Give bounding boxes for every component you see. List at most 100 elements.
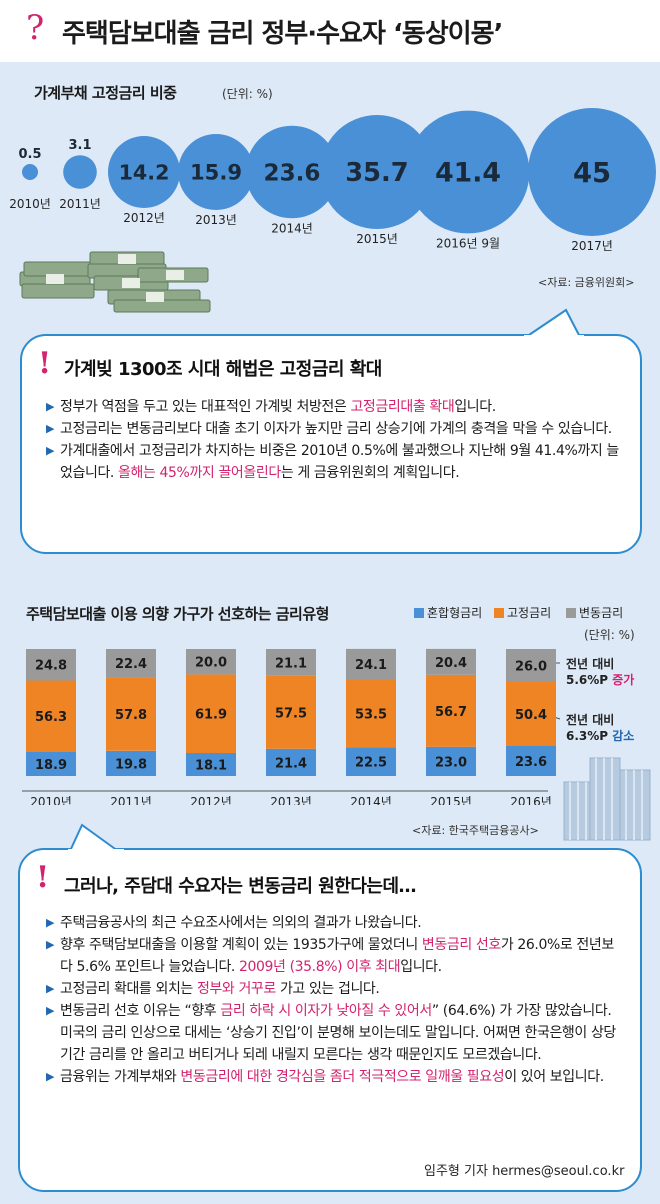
bubble-1 <box>63 155 97 189</box>
bar-segment <box>506 746 556 776</box>
note-variable-increase: 전년 대비 5.6%P 증가 <box>566 657 635 687</box>
bubble-value-label: 0.5 <box>18 147 41 162</box>
stacked-bar-chart: 18.9 56.3 24.8 2010년 19.8 57.8 22.4 2011년 18.1 61… <box>22 648 561 805</box>
bar-value-label: 50.4 <box>515 708 547 723</box>
bar-segment <box>346 747 396 776</box>
bar-segment <box>346 679 396 748</box>
bullet-icon: ▶ <box>46 422 55 435</box>
bar-segment <box>106 750 156 776</box>
bar-category-label: 2013년 <box>270 795 312 805</box>
callout-paragraph: ▶ 금융위는 가계부채와 변동금리에 대한 경각심을 좀더 적극적으로 일깨울 필… <box>46 1066 626 1088</box>
bubble-value-label: 14.2 <box>119 160 170 184</box>
bar-segment <box>506 649 556 682</box>
bar-category-label: 2016년 <box>510 795 552 805</box>
bubble-5 <box>320 115 434 229</box>
bar-segment <box>26 752 76 776</box>
money-stack-icon <box>19 251 211 313</box>
bullet-icon: ▶ <box>46 982 55 995</box>
bullet-icon: ▶ <box>46 400 55 413</box>
bar-value-label: 56.3 <box>35 710 67 725</box>
bubble-value-label: 15.9 <box>190 160 242 185</box>
stacked-chart-title: 주택담보대출 이용 의향 가구가 선호하는 금리유형 <box>26 605 329 623</box>
callout-tail <box>524 308 584 338</box>
callout-heading: 그러나, 주담대 수요자는 변동금리 원한다는데… <box>64 876 417 897</box>
exclamation-icon: ! <box>38 346 52 381</box>
bar-category-label: 2012년 <box>190 795 232 805</box>
bubble-0 <box>22 164 38 180</box>
callout-variable-rate <box>18 848 642 1192</box>
buildings-icon <box>563 757 651 841</box>
bar-value-label: 21.1 <box>275 656 307 671</box>
callout-heading: 가계빚 1300조 시대 해법은 고정금리 확대 <box>64 359 382 380</box>
callout-body: ▶ 주택금융공사의 최근 수요조사에서는 의외의 결과가 나왔습니다. ▶ 향후 주택… <box>46 912 626 1088</box>
exclamation-icon: ! <box>36 860 50 895</box>
bar-segment <box>106 649 156 678</box>
bar-value-label: 22.5 <box>355 756 387 771</box>
bubble-chart: 0.5 2010년 3.1 2011년 14.2 2012년 15.9 2013년 23.6 20… <box>9 108 656 253</box>
bar-segment <box>266 748 316 776</box>
stacked-chart-source: <자료: 한국주택금융공사> <box>412 824 539 837</box>
bubble-value-label: 45 <box>573 158 611 189</box>
bar-value-label: 22.4 <box>115 657 147 672</box>
bullet-icon: ▶ <box>46 1070 55 1083</box>
bar-segment <box>426 674 476 747</box>
bubble-2 <box>108 136 180 208</box>
callout-paragraph: ▶ 고정금리 확대를 외치는 정부와 거꾸로 가고 있는 겁니다. <box>46 978 626 1000</box>
bar-value-label: 56.7 <box>435 705 467 720</box>
legend-item-variable: 변동금리 <box>566 604 623 621</box>
bar-segment <box>266 675 316 749</box>
bar-segment <box>506 682 556 746</box>
bullet-icon: ▶ <box>46 444 55 457</box>
bubble-category-label: 2016년 9월 <box>436 236 500 250</box>
byline: 임주형 기자 hermes@seoul.co.kr <box>424 1164 625 1179</box>
bar-segment <box>426 648 476 675</box>
callout-tail <box>68 823 124 852</box>
bubble-6 <box>406 110 530 234</box>
bar-segment <box>346 648 396 680</box>
note-fixed-decrease: 전년 대비 6.3%P 감소 <box>566 713 635 743</box>
legend-item-mixed: 혼합형금리 <box>414 604 482 621</box>
bar-category-label: 2015년 <box>430 795 472 805</box>
bullet-icon: ▶ <box>46 938 55 951</box>
bar-value-label: 24.1 <box>355 658 387 673</box>
bubble-category-label: 2013년 <box>195 213 237 227</box>
bubble-category-label: 2015년 <box>356 232 398 246</box>
bubble-category-label: 2014년 <box>271 221 313 235</box>
callout-paragraph: ▶ 변동금리 선호 이유는 “향후 금리 하락 시 이자가 낮아질 수 있어서” … <box>46 1000 626 1066</box>
bar-value-label: 23.0 <box>435 755 467 770</box>
bullet-icon: ▶ <box>46 916 55 929</box>
question-mark-icon: ? <box>26 8 45 48</box>
bubble-3 <box>178 134 254 210</box>
bubble-category-label: 2010년 <box>9 197 51 211</box>
bar-value-label: 57.5 <box>275 706 307 721</box>
header: ? 주택담보대출 금리 정부·수요자 ‘동상이몽’ <box>0 0 660 62</box>
bar-segment <box>186 753 236 776</box>
bar-category-label: 2011년 <box>110 795 152 805</box>
stacked-chart-unit: (단위: %) <box>584 628 635 642</box>
legend-item-fixed: 고정금리 <box>494 604 551 621</box>
bubble-category-label: 2011년 <box>59 197 101 211</box>
bubble-value-label: 23.6 <box>264 160 321 186</box>
bubble-category-label: 2012년 <box>123 211 165 225</box>
bar-value-label: 26.0 <box>515 660 547 675</box>
bar-value-label: 19.8 <box>115 757 147 772</box>
callout-paragraph: ▶ 정부가 역점을 두고 있는 대표적인 가계빚 처방전은 고정금리대출 확대입니… <box>46 396 626 418</box>
bar-segment <box>26 680 76 752</box>
bubble-4 <box>245 125 339 219</box>
callout-body: ▶ 정부가 역점을 두고 있는 대표적인 가계빚 처방전은 고정금리대출 확대입니… <box>46 396 626 484</box>
bubble-category-label: 2017년 <box>571 239 613 253</box>
bar-value-label: 24.8 <box>35 659 67 674</box>
bar-category-label: 2014년 <box>350 795 392 805</box>
bubble-value-label: 35.7 <box>345 158 408 188</box>
callout-fixed-rate <box>20 334 642 554</box>
callout-paragraph: ▶ 가계대출에서 고정금리가 차지하는 비중은 2010년 0.5%에 불과했으나… <box>46 440 626 484</box>
bar-value-label: 23.6 <box>515 755 547 770</box>
bar-value-label: 18.1 <box>195 759 227 774</box>
bubble-chart-title: 가계부채 고정금리 비중 <box>34 84 177 102</box>
bar-segment <box>426 746 476 776</box>
bar-value-label: 18.9 <box>35 758 67 773</box>
bar-value-label: 20.0 <box>195 656 227 671</box>
page-title: 주택담보대출 금리 정부·수요자 ‘동상이몽’ <box>62 19 503 49</box>
bubble-chart-source: <자료: 금융위원회> <box>538 276 635 289</box>
callout-paragraph: ▶ 향후 주택담보대출을 이용할 계획이 있는 1935가구에 물었더니 변동금리… <box>46 934 626 978</box>
